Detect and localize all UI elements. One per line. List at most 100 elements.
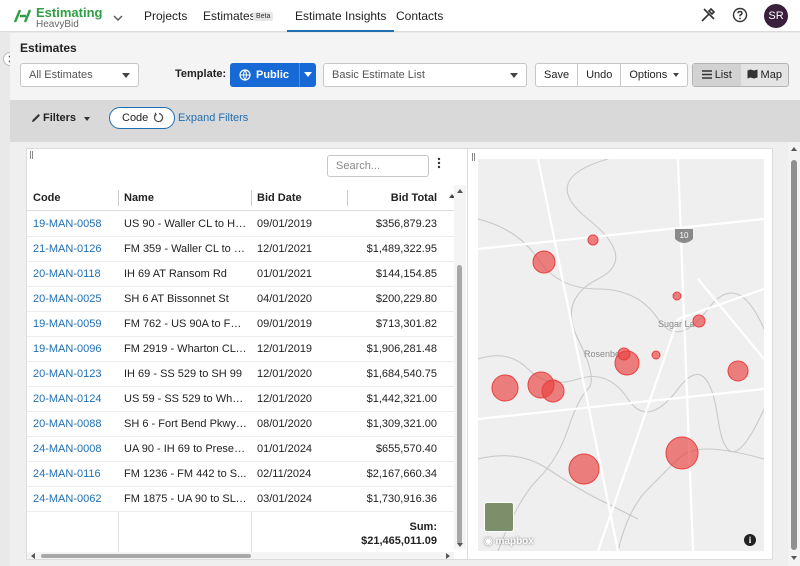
table-horizontal-scrollbar[interactable] — [27, 552, 454, 559]
column-divider[interactable] — [118, 190, 119, 206]
estimate-map-marker[interactable] — [532, 250, 556, 274]
list-view-button[interactable]: List — [693, 64, 741, 86]
caret-down-icon — [510, 73, 518, 78]
table-row[interactable]: 24-MAN-0116 FM 1236 - FM 442 to S... 02/11… — [27, 462, 454, 487]
more-options-icon[interactable] — [437, 157, 441, 169]
table-row[interactable]: 24-MAN-0008 UA 90 - IH 69 to Presen... 01/… — [27, 437, 454, 462]
scroll-down-icon[interactable] — [791, 556, 797, 560]
user-avatar[interactable]: SR — [764, 4, 788, 28]
column-header-bid-date[interactable]: Bid Date — [257, 192, 302, 204]
map-style-thumbnail[interactable] — [484, 502, 514, 532]
column-header-bid-total[interactable]: Bid Total — [390, 192, 437, 204]
scrollbar-thumb[interactable] — [41, 554, 251, 558]
estimate-code-link[interactable]: 24-MAN-0116 — [33, 468, 101, 480]
estimate-map-marker[interactable] — [614, 350, 640, 376]
scrollbar-thumb[interactable] — [791, 160, 797, 550]
view-toggle: List Map — [692, 63, 789, 87]
estimate-map-marker[interactable] — [541, 379, 565, 403]
estimate-map-marker[interactable] — [672, 291, 682, 301]
estimate-map-marker[interactable] — [651, 350, 661, 360]
table-row[interactable]: 20-MAN-0118 IH 69 AT Ransom Rd 01/01/2021 $… — [27, 262, 454, 287]
estimate-code-link[interactable]: 24-MAN-0062 — [33, 493, 102, 505]
undo-button[interactable]: Undo — [578, 64, 622, 86]
scroll-up-icon[interactable] — [457, 189, 463, 193]
estimate-code-link[interactable]: 20-MAN-0124 — [33, 393, 102, 405]
caret-down-icon[interactable] — [84, 117, 90, 121]
column-header-name[interactable]: Name — [124, 192, 154, 204]
estimate-map[interactable]: 10 Sugar La Rosenbe ◉ mapbox i — [478, 159, 764, 551]
sort-up-icon[interactable] — [449, 194, 455, 198]
estimate-map-marker[interactable] — [587, 234, 599, 246]
map-city-label: Rosenbe — [584, 349, 620, 359]
estimate-code-link[interactable]: 20-MAN-0123 — [33, 368, 102, 380]
column-header-code[interactable]: Code — [33, 192, 61, 204]
table-row[interactable]: 20-MAN-0123 IH 69 - SS 529 to SH 99 12/01/… — [27, 362, 454, 387]
scroll-up-icon[interactable] — [791, 147, 797, 151]
column-divider[interactable] — [347, 190, 348, 206]
estimate-code-link[interactable]: 21-MAN-0126 — [33, 243, 102, 255]
tab-contacts[interactable]: Contacts — [396, 9, 444, 23]
bid-total: $1,906,281.48 — [366, 343, 437, 355]
estimate-map-marker[interactable] — [568, 453, 600, 485]
info-icon[interactable]: i — [744, 534, 756, 546]
mapbox-attribution: ◉ mapbox — [484, 536, 534, 547]
caret-down-icon — [122, 73, 130, 78]
page-scrollbar[interactable] — [788, 142, 800, 566]
scroll-left-icon[interactable] — [31, 553, 35, 559]
list-icon — [701, 70, 712, 79]
table-row[interactable]: 19-MAN-0059 FM 762 - US 90A to FM... 09/01… — [27, 312, 454, 337]
scroll-right-icon[interactable] — [446, 553, 450, 559]
table-vertical-scrollbar[interactable] — [454, 185, 466, 549]
search-input[interactable]: Search... — [327, 155, 429, 177]
column-divider[interactable] — [251, 190, 252, 206]
resize-grip[interactable] — [30, 151, 33, 159]
table-row[interactable]: 19-MAN-0096 FM 2919 - Wharton CL t... 12/0… — [27, 337, 454, 362]
estimate-name: FM 1875 - UA 90 to SL ... — [124, 493, 247, 505]
estimate-code-link[interactable]: 24-MAN-0008 — [33, 443, 102, 455]
estimate-code-link[interactable]: 20-MAN-0025 — [33, 293, 102, 305]
estimate-map-marker[interactable] — [692, 314, 706, 328]
table-row[interactable]: 24-MAN-0062 FM 1875 - UA 90 to SL ... 03/0… — [27, 487, 454, 512]
caret-down-icon[interactable] — [304, 72, 312, 77]
bid-date: 02/11/2024 — [257, 468, 312, 480]
tab-projects[interactable]: Projects — [144, 9, 188, 23]
estimate-code-link[interactable]: 19-MAN-0096 — [33, 343, 102, 355]
bid-total: $2,167,660.34 — [366, 468, 437, 480]
table-row[interactable]: 20-MAN-0124 US 59 - SS 529 to Whar... 12/0… — [27, 387, 454, 412]
code-filter-chip[interactable]: Code — [109, 107, 175, 129]
estimate-map-marker[interactable] — [491, 374, 519, 402]
estimate-code-link[interactable]: 19-MAN-0059 — [33, 318, 102, 330]
help-icon[interactable] — [732, 7, 748, 23]
estimate-filter-select[interactable]: All Estimates — [20, 63, 139, 87]
content-area: Search... Code Name Bid Date Bid Total 1… — [10, 142, 800, 566]
map-icon — [747, 69, 758, 79]
estimate-map-marker[interactable] — [665, 436, 699, 470]
table-body: 19-MAN-0058 US 90 - Waller CL to Ha... 09/… — [27, 212, 454, 512]
expand-filters-link[interactable]: Expand Filters — [178, 112, 249, 124]
chevron-down-icon[interactable] — [113, 15, 123, 21]
estimate-code-link[interactable]: 19-MAN-0058 — [33, 218, 102, 230]
scroll-down-icon[interactable] — [457, 543, 463, 547]
template-visibility-button[interactable]: Public — [230, 63, 316, 87]
estimate-map-marker[interactable] — [727, 360, 749, 382]
estimate-name: FM 2919 - Wharton CL t... — [124, 343, 247, 355]
estimate-code-link[interactable]: 20-MAN-0118 — [33, 268, 101, 280]
reset-icon[interactable] — [153, 112, 164, 123]
estimate-code-link[interactable]: 20-MAN-0088 — [33, 418, 102, 430]
app-logo[interactable]: Estimating HeavyBid — [14, 5, 123, 30]
resize-grip[interactable] — [472, 153, 475, 161]
filters-toggle[interactable]: Filters — [43, 112, 77, 124]
bid-total: $356,879.23 — [375, 218, 437, 230]
options-button[interactable]: Options — [621, 64, 687, 86]
map-view-button[interactable]: Map — [741, 64, 789, 86]
table-row[interactable]: 21-MAN-0126 FM 359 - Waller CL to F... 12/… — [27, 237, 454, 262]
template-select[interactable]: Basic Estimate List — [323, 63, 527, 87]
save-button[interactable]: Save — [536, 64, 579, 86]
table-row[interactable]: 20-MAN-0025 SH 6 AT Bissonnet St 04/01/202… — [27, 287, 454, 312]
tools-icon[interactable] — [700, 7, 716, 23]
table-row[interactable]: 19-MAN-0058 US 90 - Waller CL to Ha... 09/… — [27, 212, 454, 237]
scrollbar-thumb[interactable] — [457, 265, 462, 545]
tab-estimates[interactable]: Estimates — [203, 9, 256, 23]
tab-estimate-insights[interactable]: Estimate Insights — [287, 0, 395, 32]
table-row[interactable]: 20-MAN-0088 SH 6 - Fort Bend Pkwy t... 08/… — [27, 412, 454, 437]
